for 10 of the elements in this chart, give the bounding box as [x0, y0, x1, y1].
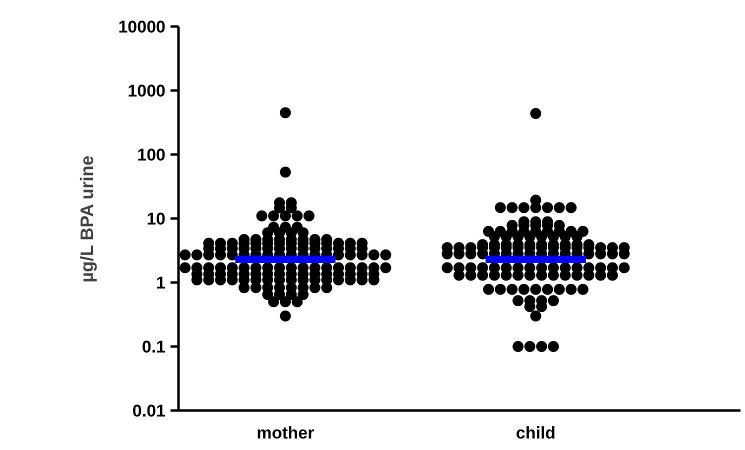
x-tick-label: child: [516, 424, 556, 442]
y-tick-label: 100: [137, 146, 166, 164]
x-tick-label: mother: [256, 424, 315, 442]
y-tick-label: 0.1: [142, 338, 166, 356]
y-tick-label: 1000: [128, 82, 166, 100]
y-tick-label: 0.01: [132, 402, 166, 420]
y-tick-label: 10: [146, 210, 166, 228]
y-tick-label: 10000: [118, 18, 166, 36]
y-axis-title: µg/L BPA urine: [77, 155, 98, 283]
y-tick-label: 1: [156, 274, 166, 292]
